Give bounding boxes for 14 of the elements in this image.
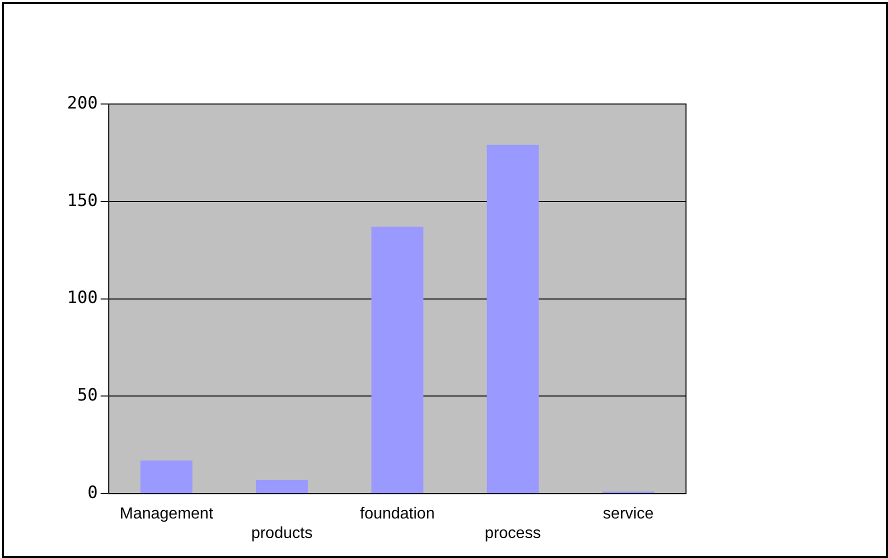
bar <box>256 480 308 494</box>
y-tick-label: 200 <box>66 93 98 114</box>
y-tick-label: 100 <box>66 288 98 308</box>
bar <box>140 460 192 494</box>
x-tick-label: service <box>602 506 654 523</box>
bar <box>486 144 539 494</box>
x-tick-label: process <box>484 524 541 542</box>
x-tick-label: foundation <box>360 506 435 523</box>
y-tick-label: 0 <box>87 483 98 504</box>
x-tick-label: Management <box>120 506 214 523</box>
y-tick-label: 150 <box>66 190 98 211</box>
y-tick-label: 50 <box>77 386 98 406</box>
x-tick-label: products <box>251 524 313 542</box>
bar <box>371 226 424 494</box>
